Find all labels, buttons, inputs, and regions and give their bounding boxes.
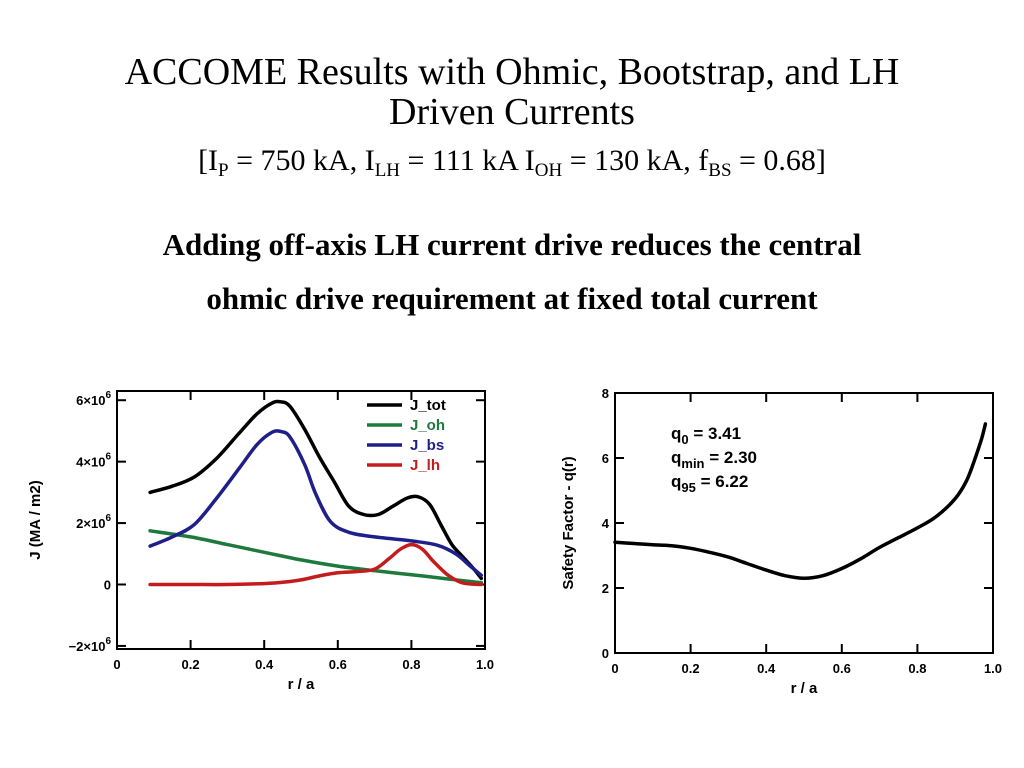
slide-subtitle: Adding off-axis LH current drive reduces… xyxy=(60,218,964,326)
q-annotation: qmin = 2.30 xyxy=(671,448,757,471)
y-axis-label: J (MA / m2) xyxy=(27,480,44,559)
y-tick-label: 6×106 xyxy=(76,390,111,408)
chart-axes: 0 0.2 0.4 0.6 0.8 1.0 0 2 4 6 8 r / a Safety Factor … xyxy=(560,386,1002,697)
param-open: [I xyxy=(198,144,219,177)
x-tick-label: 0.8 xyxy=(908,661,926,676)
q-annotation: q95 = 6.22 xyxy=(671,472,748,495)
legend-label: J_tot xyxy=(410,397,446,414)
y-tick-label: 4×106 xyxy=(76,452,111,470)
x-tick-label: 0.8 xyxy=(402,657,420,672)
param-fbs-sub: BS xyxy=(708,160,732,181)
series-line-j-lh xyxy=(148,542,484,587)
x-tick-label: 0 xyxy=(611,661,618,676)
y-tick-label: −2×106 xyxy=(69,636,112,654)
series-line-j-tot xyxy=(148,399,484,581)
q-annotation: q0 = 3.41 xyxy=(671,424,741,447)
y-tick-label: 0 xyxy=(602,646,609,661)
x-tick-label: 0.4 xyxy=(757,661,776,676)
param-ioh-sub: OH xyxy=(534,160,563,181)
x-tick-label: 0.2 xyxy=(182,657,200,672)
plot-frame xyxy=(116,390,486,650)
chart-axes: 0 0.2 0.4 0.6 0.8 1.0−2×10602×1064×1066×106r … xyxy=(27,390,494,693)
title-line-1: ACCOME Results with Ohmic, Bootstrap, an… xyxy=(124,51,900,93)
current-density-chart: 0 0.2 0.4 0.6 0.8 1.0−2×10602×1064×1066×106r … xyxy=(27,390,494,693)
y-tick-label: 4 xyxy=(602,516,610,531)
x-tick-label: 0.6 xyxy=(833,661,851,676)
current-parameters: [IP = 750 kA, ILH = 111 kA IOH = 130 kA,… xyxy=(0,143,1024,181)
y-axis-label: Safety Factor - q(r) xyxy=(560,456,577,589)
x-tick-label: 0.4 xyxy=(255,657,274,672)
y-tick-label: 8 xyxy=(602,386,609,401)
param-fbs-val: = 0.68] xyxy=(731,144,826,177)
series-line xyxy=(613,422,988,581)
legend-label: J_bs xyxy=(410,437,444,454)
param-ip-val: = 750 kA, I xyxy=(228,144,375,177)
x-tick-label: 1.0 xyxy=(984,661,1002,676)
legend-label: J_lh xyxy=(410,457,440,474)
legend: J_tot J_oh J_bs J_lh xyxy=(367,397,446,474)
series-line-j-bs xyxy=(148,429,484,578)
x-tick-label: 0.6 xyxy=(329,657,347,672)
param-ilh-sub: LH xyxy=(374,160,401,181)
series-line-j-oh xyxy=(148,529,484,585)
param-ilh-val: = 111 kA I xyxy=(400,144,535,177)
title-line-2: Driven Currents xyxy=(389,91,635,133)
subtitle-line-2: ohmic drive requirement at fixed total c… xyxy=(206,281,818,316)
x-axis-label: r / a xyxy=(288,676,315,693)
param-ioh-val: = 130 kA, f xyxy=(562,144,709,177)
x-tick-label: 1.0 xyxy=(476,657,494,672)
legend-label: J_oh xyxy=(410,417,445,434)
slide-title: ACCOME Results with Ohmic, Bootstrap, an… xyxy=(0,52,1024,132)
x-tick-label: 0.2 xyxy=(682,661,700,676)
y-tick-label: 2 xyxy=(602,581,609,596)
y-tick-label: 2×106 xyxy=(76,513,111,531)
param-ip-sub: P xyxy=(218,160,229,181)
x-tick-label: 0 xyxy=(113,657,120,672)
y-tick-label: 0 xyxy=(104,578,111,593)
y-tick-label: 6 xyxy=(602,451,609,466)
x-axis-label: r / a xyxy=(791,680,818,697)
safety-factor-chart: 0 0.2 0.4 0.6 0.8 1.0 0 2 4 6 8 r / a Safety Factor … xyxy=(560,386,1002,697)
subtitle-line-1: Adding off-axis LH current drive reduces… xyxy=(162,227,862,262)
